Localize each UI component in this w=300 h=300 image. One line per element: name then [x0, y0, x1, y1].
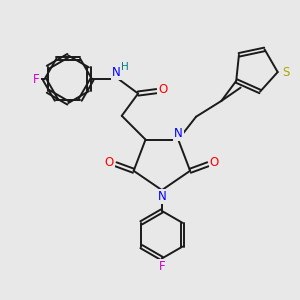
Text: F: F — [33, 73, 40, 86]
Text: O: O — [105, 156, 114, 169]
Text: N: N — [174, 127, 183, 140]
Text: H: H — [122, 62, 129, 72]
Text: O: O — [210, 156, 219, 169]
Text: S: S — [282, 66, 290, 79]
Text: O: O — [158, 83, 168, 96]
Text: N: N — [112, 66, 121, 79]
Text: N: N — [158, 190, 166, 203]
Text: F: F — [159, 260, 165, 273]
